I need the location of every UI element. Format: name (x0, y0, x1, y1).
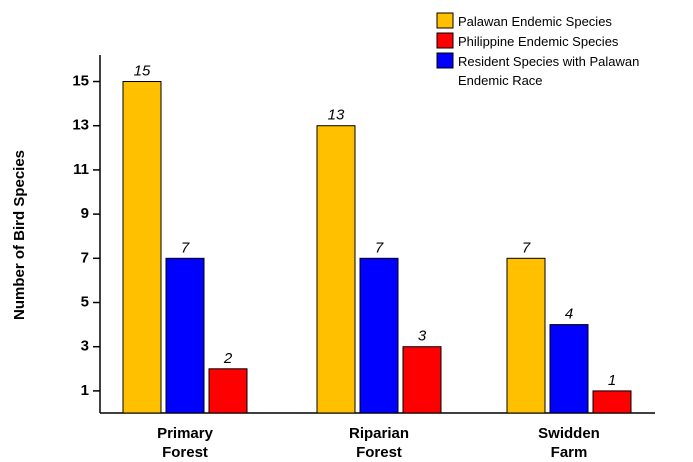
value-label: 2 (223, 350, 233, 367)
value-label: 7 (181, 239, 190, 256)
bar (549, 324, 589, 414)
y-tick-label: 13 (72, 117, 89, 134)
y-tick-label: 7 (81, 249, 89, 266)
x-tick-label: Swidden Farm (538, 425, 600, 461)
bar (592, 390, 632, 414)
legend-swatch (436, 12, 454, 29)
value-label: 4 (565, 306, 573, 323)
y-tick-label: 9 (81, 205, 89, 222)
value-label: 13 (328, 107, 345, 124)
y-tick-label: 11 (73, 161, 89, 178)
bar (208, 368, 248, 414)
x-tick-label: Primary Forest (157, 425, 213, 461)
x-tick-label: Riparian Forest (348, 425, 409, 461)
bar (359, 257, 399, 414)
legend-label: Resident Species with Palawan Endemic Ra… (458, 54, 640, 88)
y-tick-label: 15 (72, 72, 89, 89)
bar (402, 346, 442, 414)
y-axis-label: Number of Bird Species (11, 150, 28, 320)
bar (122, 81, 162, 414)
value-label: 7 (522, 239, 531, 256)
legend-label: Philippine Endemic Species (458, 34, 619, 49)
value-label: 3 (418, 328, 427, 345)
bar (506, 257, 546, 414)
bar (316, 125, 356, 414)
legend-swatch (436, 32, 454, 49)
value-label: 1 (608, 372, 616, 389)
legend-swatch (436, 52, 454, 69)
y-tick-label: 1 (81, 382, 89, 399)
legend-label: Palawan Endemic Species (458, 14, 612, 29)
value-label: 7 (375, 239, 384, 256)
bar (165, 257, 205, 414)
y-tick-label: 3 (81, 338, 89, 355)
value-label: 15 (134, 62, 151, 79)
y-tick-label: 5 (81, 293, 89, 310)
